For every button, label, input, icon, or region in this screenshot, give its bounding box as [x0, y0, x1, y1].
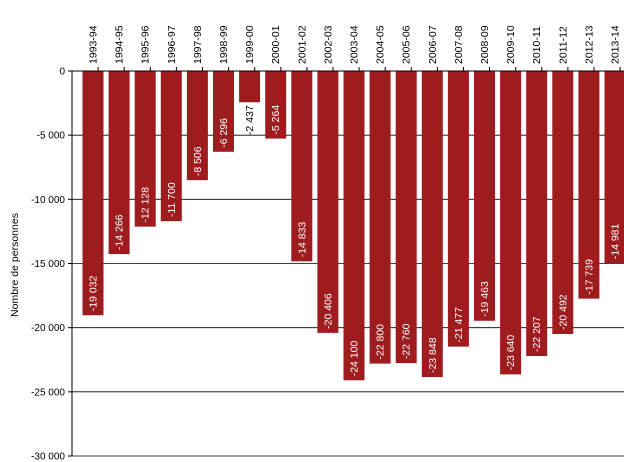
x-tick-label: 2000-01 — [270, 25, 282, 64]
data-label: -24 100 — [349, 341, 361, 377]
x-tick-label: 2012-13 — [583, 25, 595, 64]
data-label: -22 207 — [531, 316, 543, 352]
bar — [265, 71, 287, 139]
x-tick-label: 1993-94 — [88, 25, 100, 64]
data-label: -22 800 — [375, 324, 387, 360]
bar-layer — [82, 71, 624, 381]
bar — [213, 71, 234, 152]
data-label: -12 128 — [140, 187, 152, 223]
bar — [239, 71, 261, 103]
bar — [474, 71, 495, 321]
x-tick-label: 2007-08 — [453, 25, 465, 64]
data-label: -20 492 — [557, 294, 569, 330]
x-tick-label: 2006-07 — [427, 25, 439, 64]
data-label: -5 264 — [270, 105, 282, 135]
data-label: -21 477 — [453, 307, 465, 343]
x-tick-label: 1998-99 — [218, 25, 230, 64]
bar — [421, 71, 443, 378]
bar — [108, 71, 130, 255]
y-tick-label: 0 — [59, 67, 65, 78]
data-label: -6 296 — [218, 118, 230, 148]
x-tick-label: 1995-96 — [140, 25, 152, 64]
bar — [317, 71, 339, 333]
bar — [395, 71, 417, 364]
bar — [369, 71, 391, 364]
x-tick-label: 2004-05 — [375, 25, 387, 64]
data-label: -19 463 — [479, 281, 491, 317]
bar — [604, 71, 624, 264]
data-label: -17 739 — [583, 259, 595, 295]
x-tick-label: 2002-03 — [322, 25, 334, 64]
data-label: -14 266 — [114, 214, 126, 250]
bar — [82, 71, 104, 316]
x-tick-label: 2013-14 — [610, 25, 622, 64]
x-tick-label: 2008-09 — [479, 25, 491, 64]
data-label: -14 833 — [296, 222, 308, 258]
y-tick-label: -5 000 — [37, 131, 66, 142]
x-tick-label: 2001-02 — [296, 25, 308, 64]
x-tick-label: 1997-98 — [192, 25, 204, 64]
x-tick-label: 2011-12 — [557, 26, 569, 64]
data-label: -20 406 — [322, 293, 334, 329]
x-tick-label: 2005-06 — [401, 25, 413, 64]
y-axis-title: Nombre de personnes — [9, 213, 21, 317]
bar — [343, 71, 365, 381]
bar — [578, 71, 600, 299]
y-tick-label: -20 000 — [31, 323, 65, 334]
data-label: -23 848 — [427, 337, 439, 373]
bar — [500, 71, 522, 375]
y-tick-label: -15 000 — [31, 259, 65, 270]
y-tick-label: -30 000 — [31, 452, 65, 462]
data-label: -11 700 — [166, 182, 178, 217]
bar — [447, 71, 469, 347]
data-label: -22 760 — [401, 323, 413, 359]
y-tick-label: -10 000 — [31, 195, 65, 206]
data-label: -8 506 — [192, 146, 204, 176]
data-label: -23 640 — [505, 335, 517, 371]
data-label: -2 437 — [244, 105, 256, 135]
y-tick-label: -25 000 — [31, 387, 65, 398]
bar — [526, 71, 548, 356]
x-tick-label: 2009-10 — [505, 25, 517, 64]
x-tick-label: 1996-97 — [166, 25, 178, 64]
data-label: -19 032 — [88, 275, 100, 311]
bar — [186, 71, 208, 181]
bar — [134, 71, 156, 227]
x-tick-label: 2003-04 — [349, 25, 361, 64]
x-tick-label: 2010-11 — [531, 26, 543, 64]
label-layer: 1993-94 -19 032 1994-95 -14 266 1995-96 -12 1… — [88, 25, 622, 376]
x-tick-label: 1994-95 — [114, 25, 126, 64]
bar — [291, 71, 313, 262]
x-tick-label: 1999-00 — [244, 25, 256, 64]
axis-layer: 0 -5 000 -10 000 -15 000 -20 000 -25 000 -30 0… — [31, 67, 624, 462]
data-label: -14 981 — [610, 223, 622, 259]
bar — [160, 71, 182, 222]
bar — [552, 71, 574, 334]
